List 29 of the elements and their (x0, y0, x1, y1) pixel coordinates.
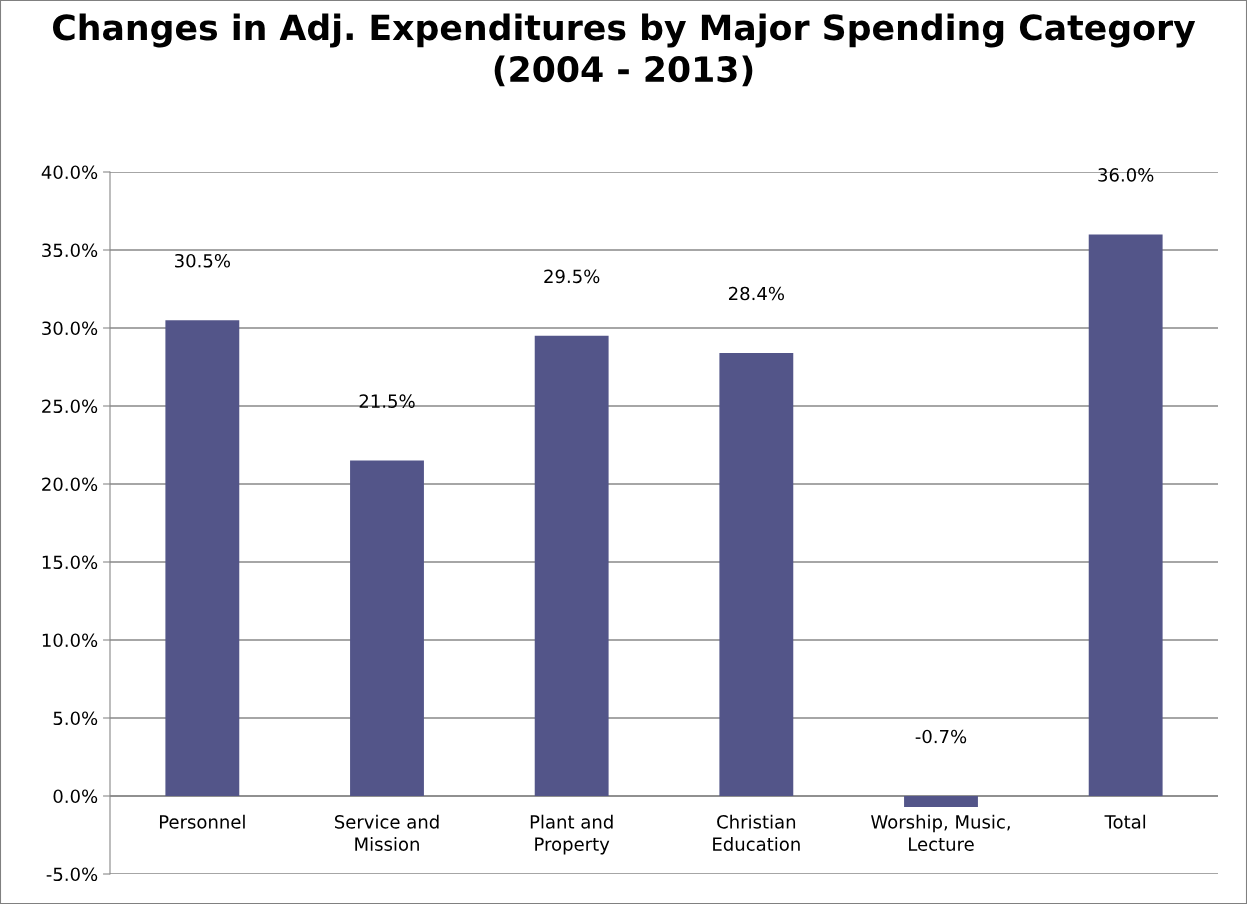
chart-title: Changes in Adj. Expenditures by Major Spending Category (2004 - 2013) (53, 13, 1196, 87)
y-tick-label: 0.0% (53, 789, 98, 804)
y-tick-label: 20.0% (42, 477, 98, 492)
data-label: 36.0% (1098, 168, 1154, 182)
bar (534, 335, 609, 796)
y-tick-label: 5.0% (53, 711, 98, 726)
y-tick-label: 40.0% (41, 165, 98, 180)
y-tick-label: 35.0% (42, 243, 98, 258)
x-tick-label: Personnel (159, 814, 245, 829)
bar (904, 796, 978, 807)
bar (165, 320, 240, 796)
y-tick-label: -5.0% (46, 867, 98, 882)
x-tick-label: Service and Mission (334, 814, 439, 851)
x-tick-label: Plant and Property (530, 814, 613, 855)
x-tick-label: Worship, Music, Lecture (871, 814, 1010, 851)
y-tick-label: 25.0% (42, 399, 98, 414)
data-label: 30.5% (175, 253, 231, 268)
data-label: 28.4% (728, 286, 785, 301)
y-tick-label: 10.0% (42, 633, 98, 648)
x-tick-label: Total (1104, 814, 1146, 829)
bar (1088, 234, 1163, 796)
bar (350, 460, 424, 796)
data-label: -0.7% (915, 729, 967, 744)
data-label: 29.5% (544, 269, 600, 284)
y-tick-label: 15.0% (42, 555, 98, 570)
y-tick-label: 30.0% (42, 321, 98, 336)
bar (719, 352, 794, 796)
data-label: 21.5% (359, 394, 415, 408)
x-tick-label: Christian Education (713, 814, 800, 851)
